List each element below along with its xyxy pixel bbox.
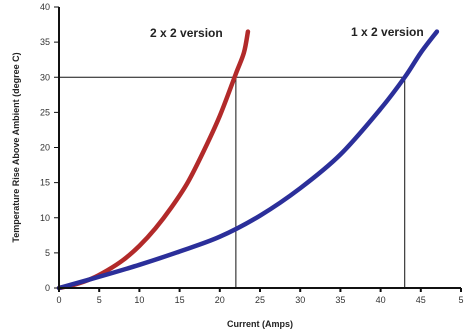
x-tick-label: 35 xyxy=(335,295,345,305)
series-line-2x2 xyxy=(56,29,251,291)
y-tick-label: 35 xyxy=(40,37,50,47)
x-tick-label: 40 xyxy=(376,295,386,305)
y-tick-label: 5 xyxy=(45,248,50,258)
series-label-1x2: 1 x 2 version xyxy=(351,25,424,39)
y-tick-label: 15 xyxy=(40,178,50,188)
labels: 0 5 10 15 20 25 30 35 40 0 5 10 15 20 25 30 35 40 45 5 Curre… xyxy=(11,2,464,329)
x-tick-label: 0 xyxy=(56,295,61,305)
x-axis-title: Current (Amps) xyxy=(227,319,293,329)
y-tick-label: 25 xyxy=(40,107,50,117)
series-lines xyxy=(56,29,440,291)
x-tick-label: 15 xyxy=(175,295,185,305)
x-tick-label: 30 xyxy=(295,295,305,305)
x-tick-label: 20 xyxy=(215,295,225,305)
y-tick-label: 0 xyxy=(45,283,50,293)
series-line-1x2 xyxy=(56,29,440,291)
axes xyxy=(54,6,462,292)
x-tick-label: 45 xyxy=(416,295,426,305)
y-tick-label: 10 xyxy=(40,213,50,223)
y-tick-label: 20 xyxy=(40,143,50,153)
reference-lines xyxy=(59,76,406,288)
x-tick-label: 10 xyxy=(134,295,144,305)
x-tick-label: 25 xyxy=(255,295,265,305)
y-tick-label: 30 xyxy=(40,72,50,82)
y-axis-title: Temperature Rise Above Ambient (degree C… xyxy=(11,52,21,242)
x-tick-label: 5 xyxy=(458,295,463,305)
x-tick-label: 5 xyxy=(97,295,102,305)
series-label-2x2: 2 x 2 version xyxy=(150,26,223,40)
y-tick-label: 40 xyxy=(40,2,50,12)
